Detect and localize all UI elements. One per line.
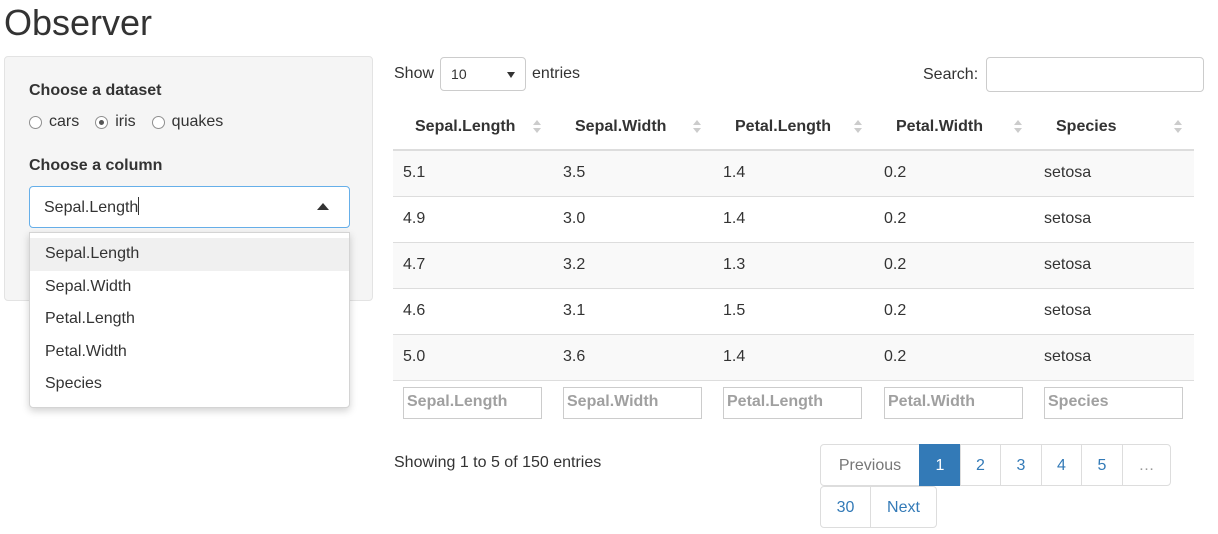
table-cell: 5.0 bbox=[393, 333, 553, 380]
table-cell: 4.9 bbox=[393, 195, 553, 242]
radio-quakes-circle[interactable] bbox=[151, 115, 165, 129]
filter-row: Sepal.Length Sepal.Width Petal.Length Pe… bbox=[393, 379, 1194, 426]
table-cell: 0.2 bbox=[874, 287, 1034, 334]
dataset-label: Choose a dataset bbox=[29, 82, 162, 99]
radio-iris-circle[interactable] bbox=[95, 115, 109, 129]
sort-icon bbox=[533, 120, 541, 134]
table-cell: 1.3 bbox=[713, 241, 874, 288]
entries-length-select[interactable]: 10 bbox=[440, 57, 527, 91]
dropdown-option-petal-width[interactable]: Petal.Width bbox=[45, 342, 127, 360]
pagination-ellipsis: … bbox=[1122, 444, 1171, 486]
table-cell: 0.2 bbox=[874, 149, 1034, 196]
radio-iris[interactable]: iris bbox=[95, 113, 136, 131]
table-row: 5.1 3.5 1.4 0.2 setosa bbox=[393, 149, 1194, 196]
table-cell: 1.4 bbox=[713, 149, 874, 196]
table-cell: 4.6 bbox=[393, 287, 553, 334]
page-button-4[interactable]: 4 bbox=[1041, 444, 1082, 486]
column-header[interactable]: Petal.Width bbox=[874, 104, 1034, 151]
dropdown-option-sepal-width[interactable]: Sepal.Width bbox=[45, 277, 132, 295]
search-control: Search: bbox=[923, 57, 1205, 92]
sort-icon bbox=[1014, 120, 1022, 134]
page-button-2[interactable]: 2 bbox=[960, 444, 1001, 486]
column-header-label: Sepal.Width bbox=[575, 117, 667, 135]
radio-quakes[interactable]: quakes bbox=[151, 113, 224, 131]
sort-icon bbox=[854, 120, 862, 134]
table-cell: 4.7 bbox=[393, 241, 553, 288]
table-cell: 0.2 bbox=[874, 333, 1034, 380]
column-header-label: Species bbox=[1056, 117, 1117, 135]
header-row: Sepal.Length Sepal.Width Petal.Length Pe… bbox=[393, 104, 1194, 151]
table-row: 5.0 3.6 1.4 0.2 setosa bbox=[393, 333, 1194, 380]
dropdown-option-sepal-length[interactable]: Sepal.Length bbox=[30, 238, 349, 271]
table-cell: setosa bbox=[1034, 287, 1194, 334]
table-cell: 1.5 bbox=[713, 287, 874, 334]
table-cell: setosa bbox=[1034, 333, 1194, 380]
radio-cars-circle[interactable] bbox=[29, 115, 42, 129]
table-cell: 1.4 bbox=[713, 333, 874, 380]
search-label: Search: bbox=[923, 65, 979, 83]
table-cell: 1.4 bbox=[713, 195, 874, 242]
column-select-value: Sepal.Length bbox=[44, 199, 139, 216]
column-header-label: Petal.Length bbox=[735, 117, 832, 135]
table-cell: setosa bbox=[1034, 195, 1194, 242]
table-cell: 3.2 bbox=[553, 241, 713, 288]
show-label: Show bbox=[394, 65, 435, 82]
length-control: Show 10 entries bbox=[394, 56, 580, 92]
search-input[interactable] bbox=[986, 57, 1205, 92]
column-header[interactable]: Species bbox=[1034, 104, 1194, 151]
column-filter-input[interactable]: Sepal.Length bbox=[403, 387, 542, 420]
entries-length-value: 10 bbox=[451, 66, 467, 82]
table-cell: 5.1 bbox=[393, 149, 553, 196]
table-cell: 0.2 bbox=[874, 195, 1034, 242]
column-label: Choose a column bbox=[29, 157, 163, 174]
entries-label: entries bbox=[532, 65, 581, 82]
table-cell: 3.6 bbox=[553, 333, 713, 380]
radio-cars[interactable]: cars bbox=[29, 113, 79, 131]
column-header-label: Sepal.Length bbox=[415, 117, 516, 135]
previous-button[interactable]: Previous bbox=[820, 444, 920, 486]
page-title: Observer bbox=[4, 2, 153, 43]
table-cell: 3.1 bbox=[553, 287, 713, 334]
table-cell: 3.5 bbox=[553, 149, 713, 196]
page-button-5[interactable]: 5 bbox=[1081, 444, 1123, 486]
page-button-30[interactable]: 30 bbox=[820, 486, 871, 528]
column-dropdown-menu: Sepal.Length Sepal.Width Petal.Length Pe… bbox=[29, 232, 350, 408]
text-cursor bbox=[138, 197, 140, 215]
caret-up-icon[interactable] bbox=[317, 203, 329, 210]
page-button-1[interactable]: 1 bbox=[919, 444, 961, 486]
dropdown-option-species[interactable]: Species bbox=[45, 375, 102, 392]
column-header[interactable]: Petal.Length bbox=[713, 104, 874, 151]
dropdown-option-petal-length[interactable]: Petal.Length bbox=[45, 310, 135, 327]
column-filter-input[interactable]: Species bbox=[1044, 387, 1183, 420]
radio-quakes-label: quakes bbox=[171, 113, 224, 130]
dataset-radio-group: cars iris quakes bbox=[29, 113, 239, 131]
table-cell: 0.2 bbox=[874, 241, 1034, 288]
table-cell: 3.0 bbox=[553, 195, 713, 242]
radio-cars-label: cars bbox=[49, 113, 80, 130]
column-header[interactable]: Sepal.Length bbox=[393, 104, 553, 151]
column-select[interactable]: Sepal.Length bbox=[29, 186, 350, 228]
page-button-3[interactable]: 3 bbox=[1000, 444, 1042, 486]
sort-icon bbox=[693, 120, 701, 134]
table-cell: setosa bbox=[1034, 241, 1194, 288]
chevron-down-icon bbox=[507, 72, 516, 78]
radio-iris-label: iris bbox=[115, 113, 136, 130]
data-table: Sepal.Length Sepal.Width Petal.Length Pe… bbox=[393, 104, 1194, 426]
column-filter-input[interactable]: Sepal.Width bbox=[563, 387, 702, 420]
table-row: 4.6 3.1 1.5 0.2 setosa bbox=[393, 287, 1194, 334]
table-row: 4.9 3.0 1.4 0.2 setosa bbox=[393, 195, 1194, 242]
next-button[interactable]: Next bbox=[870, 486, 937, 528]
column-filter-input[interactable]: Petal.Length bbox=[723, 387, 862, 420]
table-cell: setosa bbox=[1034, 149, 1194, 196]
table-info-text: Showing 1 to 5 of 150 entries bbox=[394, 454, 602, 471]
sort-icon bbox=[1174, 120, 1182, 134]
column-header-label: Petal.Width bbox=[896, 117, 983, 135]
column-filter-input[interactable]: Petal.Width bbox=[884, 387, 1023, 420]
column-header[interactable]: Sepal.Width bbox=[553, 104, 713, 151]
table-row: 4.7 3.2 1.3 0.2 setosa bbox=[393, 241, 1194, 288]
